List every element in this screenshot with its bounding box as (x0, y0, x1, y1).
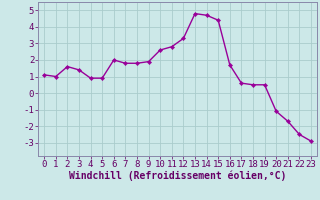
X-axis label: Windchill (Refroidissement éolien,°C): Windchill (Refroidissement éolien,°C) (69, 171, 286, 181)
